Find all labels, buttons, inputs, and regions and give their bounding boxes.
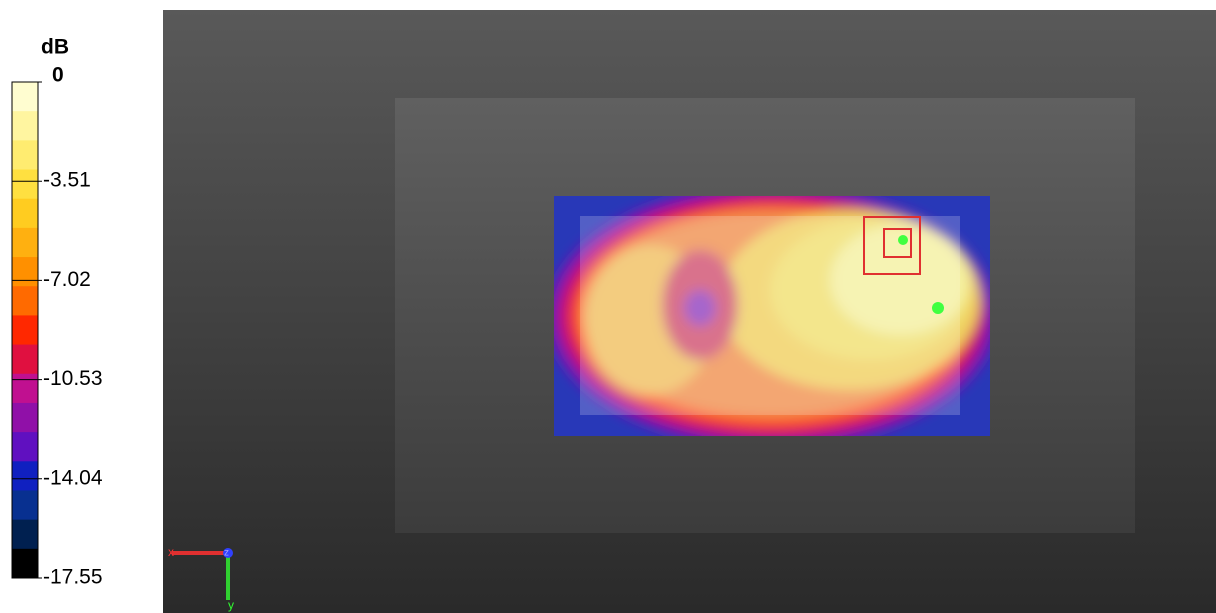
colorbar-step [12,140,38,171]
axis-y: y [228,598,234,612]
colorbar-step [12,198,38,229]
colorbar-step [12,286,38,316]
colorbar-label: -17.55 [43,566,103,589]
axis-z: z [224,548,229,559]
colorbar-step [12,519,38,550]
colorbar-step [12,490,38,521]
colorbar-step [12,257,38,287]
colorbar-step [12,432,38,462]
colorbar-step [12,548,38,579]
colorbar-label: -7.02 [43,268,91,291]
colorbar-step [12,373,38,404]
colorbar-label: -14.04 [43,466,103,489]
colorbar-step [12,461,38,491]
colorbar-step [12,402,38,433]
colorbar-step [12,169,38,200]
heatmap [554,196,990,436]
colorbar-label: 0 [52,64,64,87]
colorbar-step [12,344,38,375]
axis-triad: x y z [168,545,234,612]
colorbar-step [12,315,38,346]
colorbar-step [12,111,38,141]
colorbar-step [12,82,38,112]
axis-x: x [168,545,174,559]
colorbar: dB 0 -3.51 -7.02 -10.53 -14.04 -17.55 [11,36,103,589]
colorbar-label: -3.51 [43,169,91,192]
colorbar-step [12,227,38,258]
colorbar-unit: dB [41,36,69,59]
colorbar-label: -10.53 [43,367,103,390]
viewport: x y z [163,10,1216,613]
